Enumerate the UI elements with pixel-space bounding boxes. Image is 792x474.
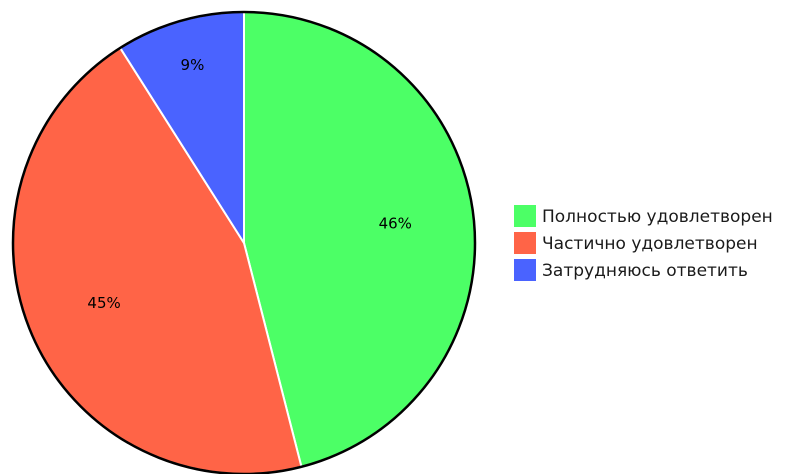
legend: Полностью удовлетворен Частично удовлетво… — [514, 205, 773, 281]
legend-label-2: Затрудняюсь ответить — [542, 261, 748, 281]
slice-label-0: 46% — [379, 214, 412, 232]
slice-label-1: 45% — [87, 294, 120, 312]
legend-swatch-2 — [514, 259, 536, 281]
legend-label-1: Частично удовлетворен — [542, 234, 758, 254]
legend-swatch-1 — [514, 232, 536, 254]
pie-outline — [11, 10, 477, 474]
pie-slices — [12, 10, 476, 474]
legend-label-0: Полностью удовлетворен — [542, 207, 773, 227]
legend-swatch-0 — [514, 205, 536, 227]
slice-labels: 46% 45% 9% — [87, 56, 412, 312]
slice-label-2: 9% — [181, 56, 205, 74]
